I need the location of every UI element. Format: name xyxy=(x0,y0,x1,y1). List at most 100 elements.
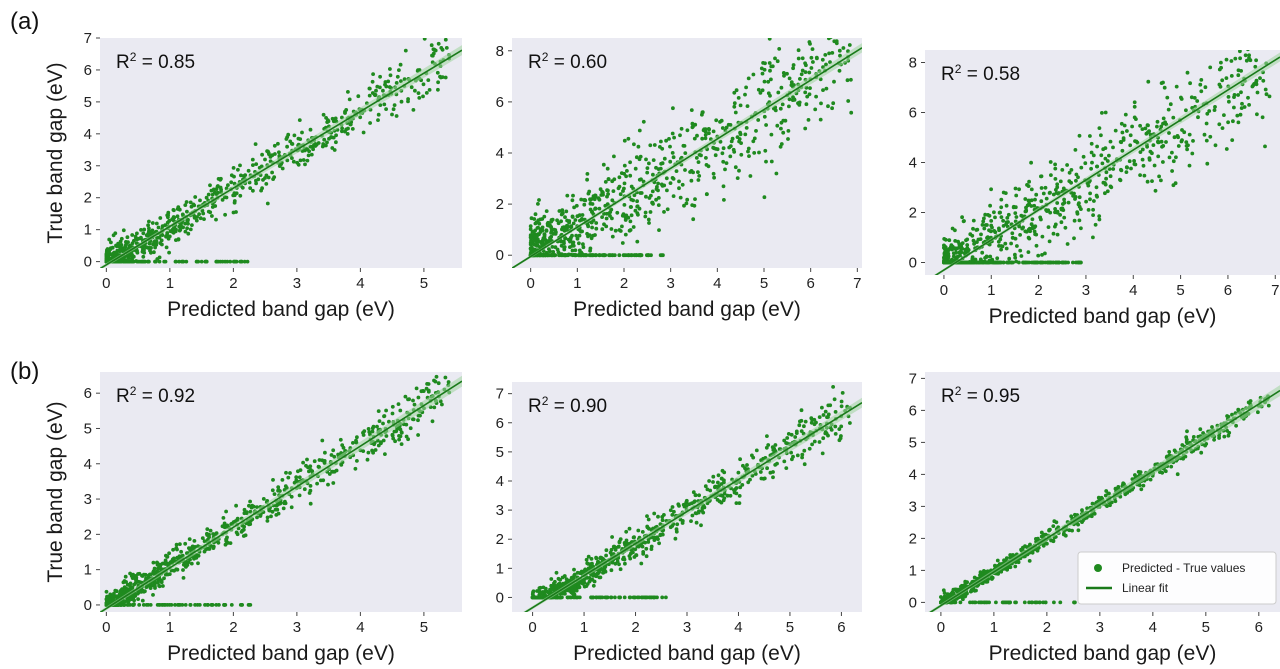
data-point xyxy=(154,221,159,226)
data-point xyxy=(722,491,727,496)
data-point xyxy=(1166,107,1171,112)
data-point xyxy=(694,156,699,160)
data-point xyxy=(703,484,708,489)
data-point xyxy=(579,253,583,258)
data-point xyxy=(769,132,774,137)
data-point xyxy=(833,432,838,436)
data-point xyxy=(1254,78,1259,83)
data-point xyxy=(972,242,976,246)
data-point xyxy=(995,558,1000,563)
data-point xyxy=(391,107,396,112)
data-point xyxy=(617,253,622,258)
data-point xyxy=(711,145,716,150)
data-point xyxy=(548,249,552,254)
data-point xyxy=(171,215,176,219)
data-point xyxy=(634,155,639,160)
data-point xyxy=(1224,147,1229,151)
data-point xyxy=(388,73,393,78)
data-point xyxy=(1092,511,1097,516)
data-point xyxy=(254,178,258,183)
data-point xyxy=(564,209,569,214)
data-point xyxy=(609,595,614,600)
data-point xyxy=(632,555,637,559)
data-point xyxy=(982,216,986,221)
data-point xyxy=(151,593,155,597)
data-point xyxy=(1128,133,1133,138)
data-point xyxy=(738,457,742,462)
data-point xyxy=(1069,168,1074,172)
data-point xyxy=(746,149,750,154)
data-point xyxy=(570,248,575,253)
data-point xyxy=(974,260,979,265)
data-point xyxy=(1039,199,1044,204)
data-point xyxy=(158,216,163,220)
data-point xyxy=(840,391,845,395)
data-point xyxy=(184,259,189,264)
data-point xyxy=(242,507,247,512)
data-point xyxy=(946,260,951,265)
data-point xyxy=(1003,241,1008,246)
data-point xyxy=(118,246,123,251)
data-point xyxy=(1006,212,1011,217)
data-point xyxy=(1097,217,1102,222)
data-point xyxy=(648,210,653,214)
data-point xyxy=(188,200,193,205)
data-point xyxy=(804,63,808,68)
data-point xyxy=(272,492,277,496)
data-point xyxy=(760,88,765,93)
data-point xyxy=(587,189,592,194)
data-point xyxy=(421,82,426,87)
data-point xyxy=(240,528,245,533)
data-point xyxy=(608,214,612,218)
data-point xyxy=(1088,134,1092,138)
x-tick-label: 1 xyxy=(580,619,588,636)
data-point xyxy=(243,533,248,538)
data-point xyxy=(646,217,651,222)
data-point xyxy=(398,408,403,413)
data-point xyxy=(682,203,686,208)
data-point xyxy=(807,92,812,97)
data-point xyxy=(570,215,575,219)
data-point xyxy=(1267,94,1272,99)
data-point xyxy=(588,246,593,251)
data-point xyxy=(211,546,216,550)
data-point xyxy=(1192,96,1197,100)
data-point xyxy=(675,522,680,527)
data-point xyxy=(1100,161,1105,166)
data-point xyxy=(1083,161,1088,166)
data-point xyxy=(1250,84,1255,89)
y-tick-label: 1 xyxy=(84,222,92,239)
data-point xyxy=(837,48,842,53)
data-point xyxy=(971,218,976,223)
data-point xyxy=(808,42,812,46)
data-point xyxy=(1097,126,1102,130)
data-point xyxy=(771,475,775,480)
data-point xyxy=(839,404,844,409)
data-point xyxy=(298,137,303,142)
data-point xyxy=(1103,146,1108,151)
data-point xyxy=(586,224,591,229)
data-point xyxy=(221,516,226,520)
data-point xyxy=(668,144,672,149)
data-point xyxy=(1095,164,1100,169)
data-point xyxy=(1059,220,1064,225)
data-point xyxy=(137,603,142,607)
data-point xyxy=(1145,179,1150,184)
data-point xyxy=(205,527,210,531)
data-point xyxy=(989,187,993,192)
data-point xyxy=(1138,150,1143,155)
confidence-band xyxy=(512,43,862,268)
data-point xyxy=(327,136,331,141)
data-point xyxy=(1055,232,1060,237)
data-point xyxy=(238,193,243,198)
data-point xyxy=(222,525,227,530)
data-point xyxy=(609,547,614,552)
data-point xyxy=(259,188,263,193)
data-point xyxy=(767,61,772,65)
data-point xyxy=(379,440,383,445)
data-point xyxy=(1255,112,1259,117)
data-point xyxy=(122,585,127,589)
data-point xyxy=(839,424,844,429)
data-point xyxy=(748,477,752,482)
data-point xyxy=(1187,163,1192,168)
